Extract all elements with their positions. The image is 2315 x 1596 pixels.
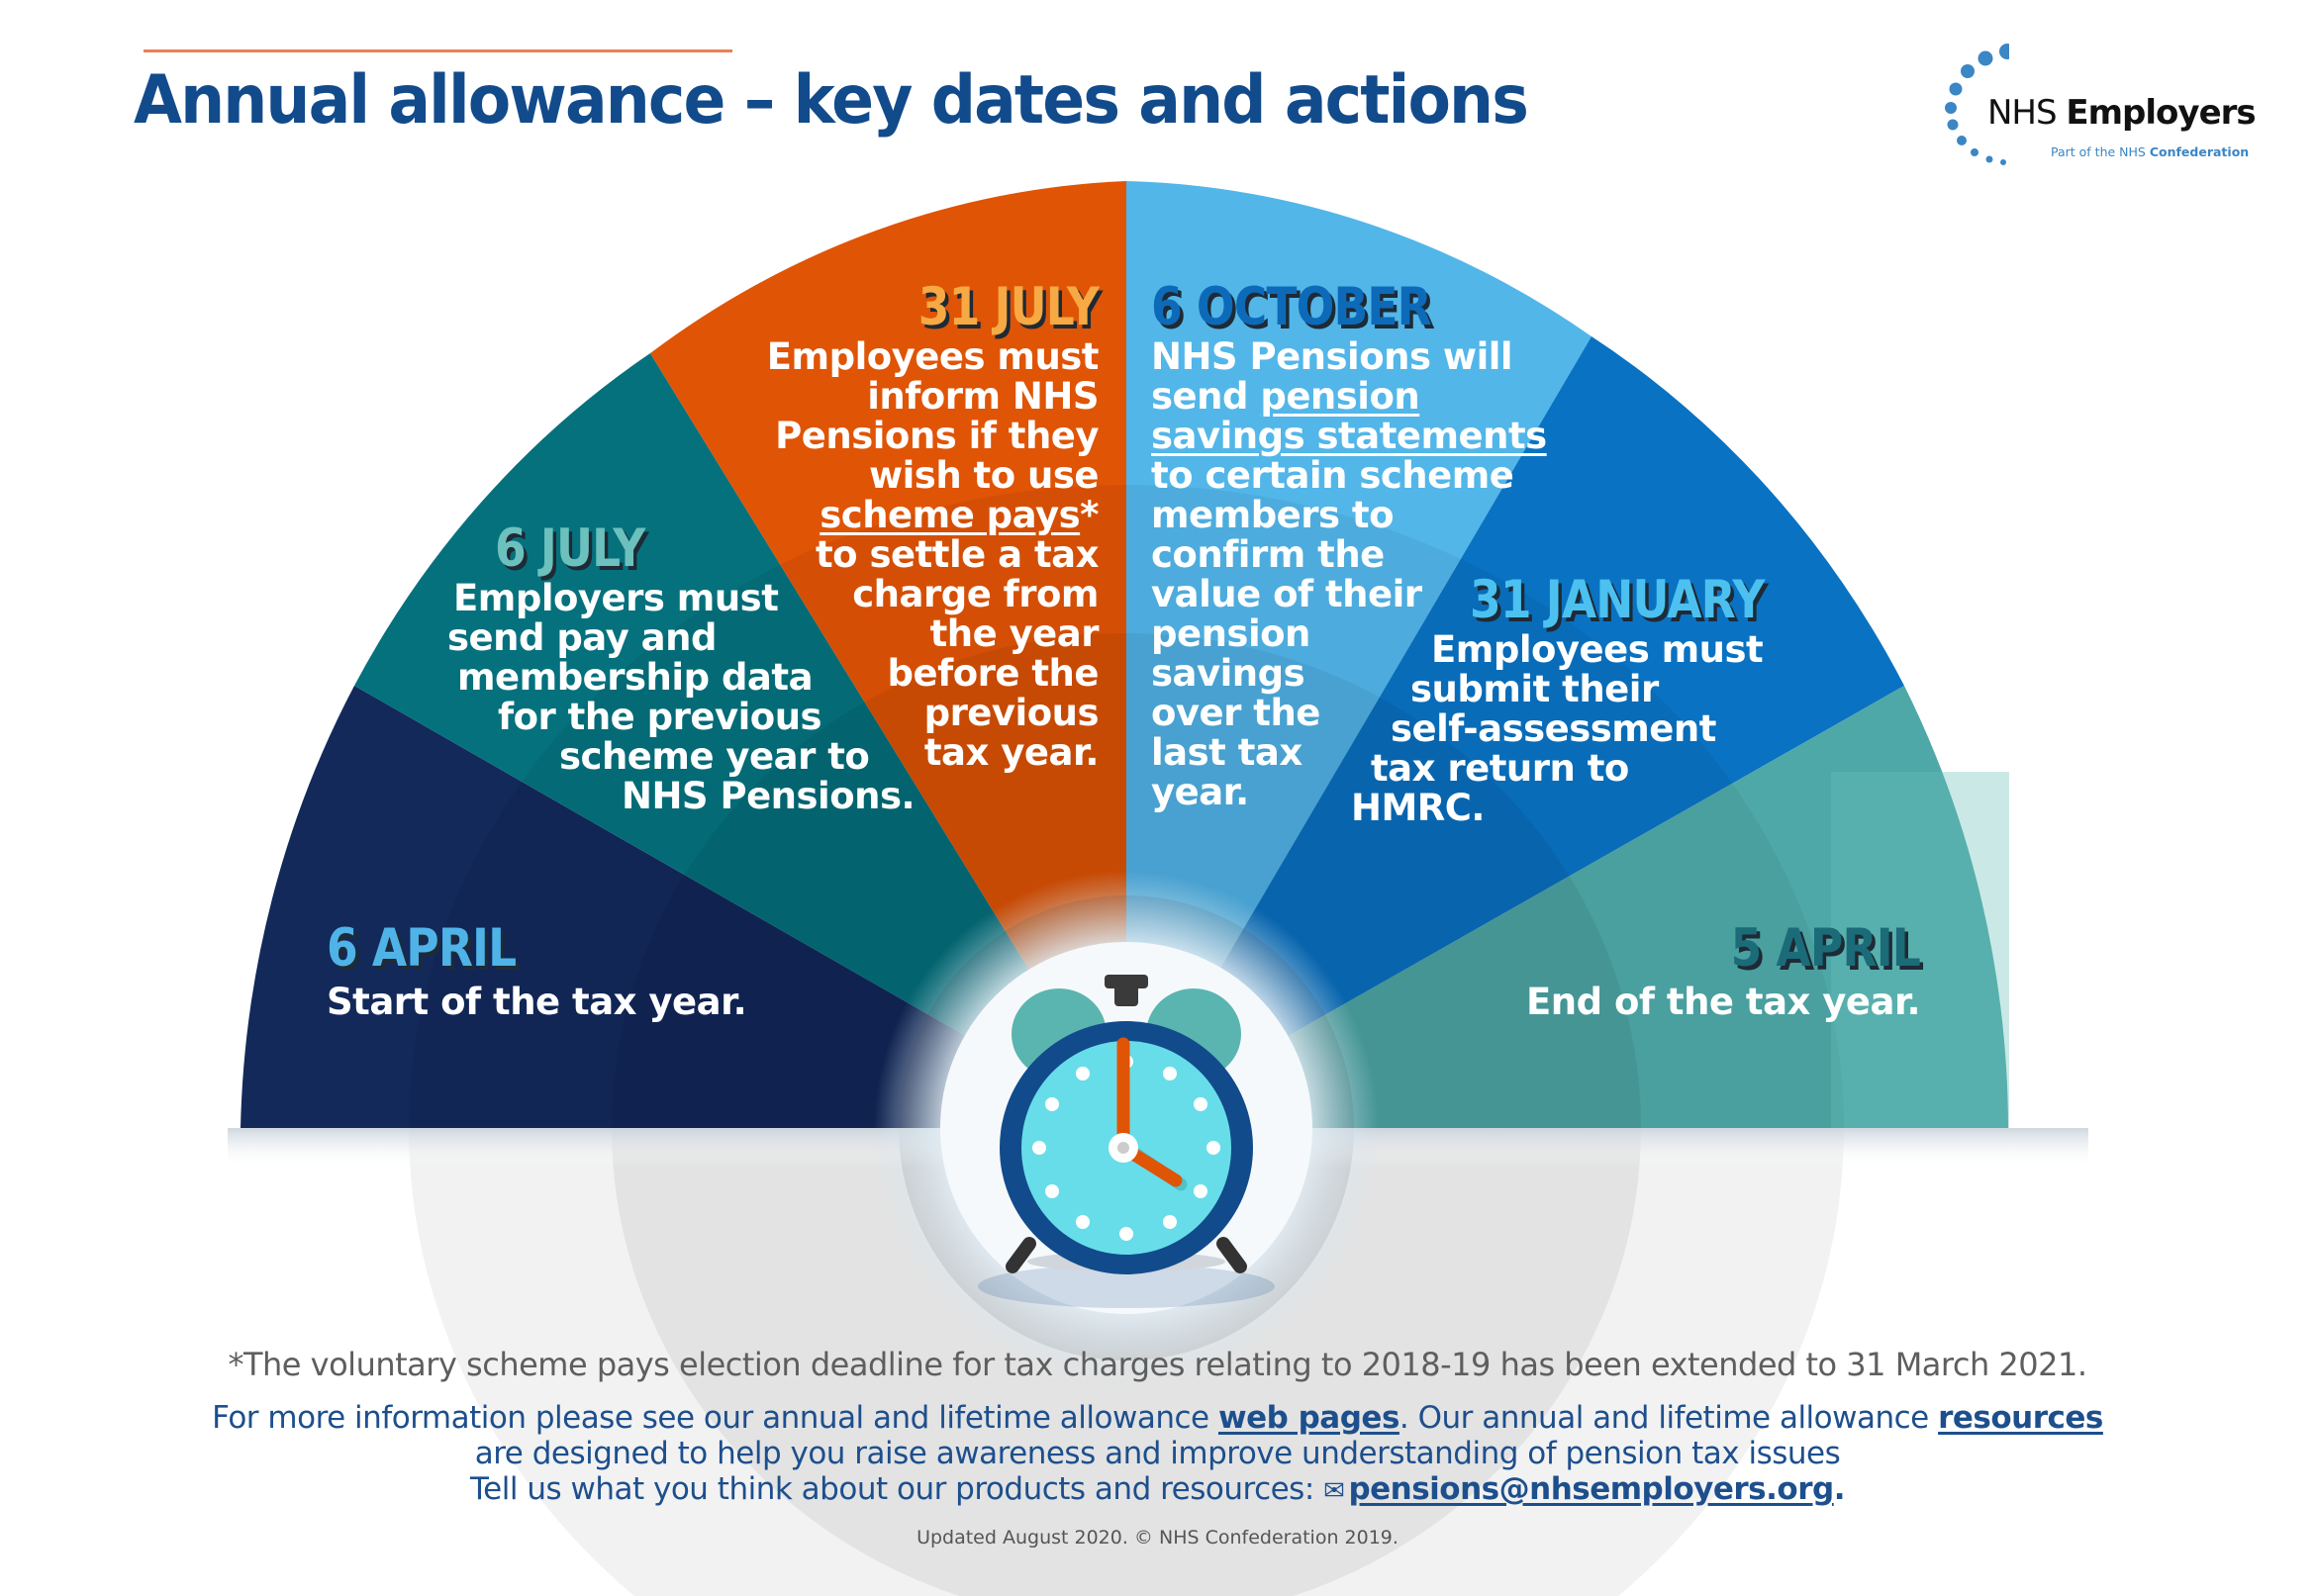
segment-line: before the — [887, 652, 1100, 695]
nhs-employers-logo[interactable]: NHS Employers Part of the NHS Confederat… — [1940, 38, 2257, 166]
segment-line: the year — [929, 612, 1100, 655]
info-text: Tell us what you think about our product… — [470, 1471, 1324, 1507]
segment-line: send pay and — [447, 616, 717, 659]
updated-notice: Updated August 2020. © NHS Confederation… — [916, 1527, 1399, 1549]
segment-line: to settle a tax — [815, 533, 1100, 576]
segment-line: membership data — [457, 656, 814, 699]
segment-31-january-text: 31 JANUARY Employees must submit their s… — [1351, 570, 1826, 828]
date-label: 6 JULY — [495, 518, 645, 579]
segment-5-april-text: 5 APRIL End of the tax year. — [1485, 918, 1921, 1023]
info-line-1: For more information please see our annu… — [0, 1400, 2315, 1436]
segment-line: send pension — [1151, 377, 1547, 417]
pension-savings-statements-link-cont[interactable]: savings statements — [1151, 415, 1547, 457]
segment-line: Employees must — [766, 335, 1100, 378]
segment-description: Start of the tax year. — [327, 981, 747, 1023]
segment-line: confirm the — [1151, 533, 1385, 576]
logo-subtitle-prefix: Part of the NHS — [2051, 144, 2146, 159]
segment-line: tax return to — [1371, 747, 1629, 790]
segment-line: pension — [1151, 612, 1310, 655]
info-line-2: are designed to help you raise awareness… — [474, 1436, 1841, 1471]
footnote: *The voluntary scheme pays election dead… — [228, 1346, 2087, 1383]
segment-line: wish to use — [868, 454, 1100, 497]
info-text: For more information please see our annu… — [212, 1400, 1218, 1436]
dotted-arc-icon — [1945, 44, 2009, 165]
segment-line: previous — [923, 692, 1100, 734]
page-title: Annual allowance – key dates and actions — [134, 61, 1529, 140]
info-line-3: Tell us what you think about our product… — [0, 1471, 2315, 1509]
segment-line: Employers must — [453, 577, 779, 619]
segment-31-july-text: 31 JULY Employees must inform NHS Pensio… — [693, 277, 1100, 774]
logo-name-light: NHS — [1987, 93, 2058, 133]
segment-line-prefix: send — [1151, 375, 1261, 418]
accent-rule — [144, 49, 732, 52]
segment-line: scheme year to — [559, 735, 870, 778]
more-info: For more information please see our annu… — [0, 1400, 2315, 1509]
segment-31-january — [1126, 336, 1904, 1128]
footnote-asterisk: * — [1080, 494, 1099, 536]
logo-wordmark: NHS Employers — [1987, 93, 2257, 133]
segment-6-october — [1126, 181, 1592, 1128]
segment-line: submit their — [1410, 668, 1659, 710]
date-label: 5 APRIL — [1730, 918, 1921, 979]
date-label: 6 OCTOBER — [1151, 277, 1432, 337]
segment-line: last tax — [1151, 731, 1302, 774]
segment-line: scheme pays* — [693, 496, 1099, 535]
info-text: . — [1833, 1471, 1846, 1507]
email-link[interactable]: pensions@nhsemployers.org — [1348, 1471, 1834, 1507]
resources-link[interactable]: resources — [1938, 1400, 2103, 1436]
segment-6-april-text: 6 APRIL Start of the tax year. — [327, 918, 747, 1023]
info-text: . Our annual and lifetime allowance — [1399, 1400, 1939, 1436]
segment-line: Employees must — [1431, 628, 1764, 671]
segment-6-october-text: 6 OCTOBER NHS Pensions will send pension… — [1151, 277, 1547, 812]
segment-31-july — [650, 181, 1126, 1128]
segment-line: self-assessment — [1391, 707, 1716, 750]
date-label: 31 JULY — [917, 277, 1100, 337]
segment-line: over the — [1151, 692, 1320, 734]
mail-icon: ✉ — [1323, 1476, 1345, 1506]
web-pages-link[interactable]: web pages — [1217, 1400, 1399, 1436]
segment-line: Pensions if they — [775, 415, 1099, 457]
segment-line: for the previous — [498, 696, 822, 738]
logo-subtitle: Part of the NHS Confederation — [2051, 144, 2249, 159]
segment-line: inform NHS — [867, 375, 1099, 418]
pension-savings-statements-link[interactable]: pension — [1260, 375, 1420, 418]
segment-line: HMRC. — [1351, 787, 1486, 829]
date-label: 6 APRIL — [327, 918, 517, 979]
segment-line: members to — [1151, 494, 1395, 536]
segment-description: End of the tax year. — [1526, 981, 1921, 1023]
segment-line: NHS Pensions. — [622, 775, 916, 817]
segment-line: tax year. — [923, 731, 1100, 774]
segment-6-july-text: 6 JULY Employers must send pay and membe… — [435, 518, 916, 817]
segment-line: to certain scheme — [1151, 454, 1514, 497]
logo-name-bold: Employers — [2066, 93, 2256, 133]
segment-line: value of their — [1151, 573, 1422, 615]
segment-line: charge from — [852, 573, 1099, 615]
scheme-pays-link[interactable]: scheme pays — [820, 494, 1081, 536]
segment-line: savings — [1151, 652, 1305, 695]
segment-line: NHS Pensions will — [1151, 335, 1513, 378]
logo-subtitle-bold: Confederation — [2149, 144, 2250, 159]
alarm-clock-icon — [1000, 975, 1253, 1274]
segment-6-july — [354, 353, 1126, 1128]
date-label: 31 JANUARY — [1470, 570, 1765, 630]
segment-line: year. — [1151, 771, 1249, 813]
segment-line: savings statements — [1151, 417, 1547, 456]
